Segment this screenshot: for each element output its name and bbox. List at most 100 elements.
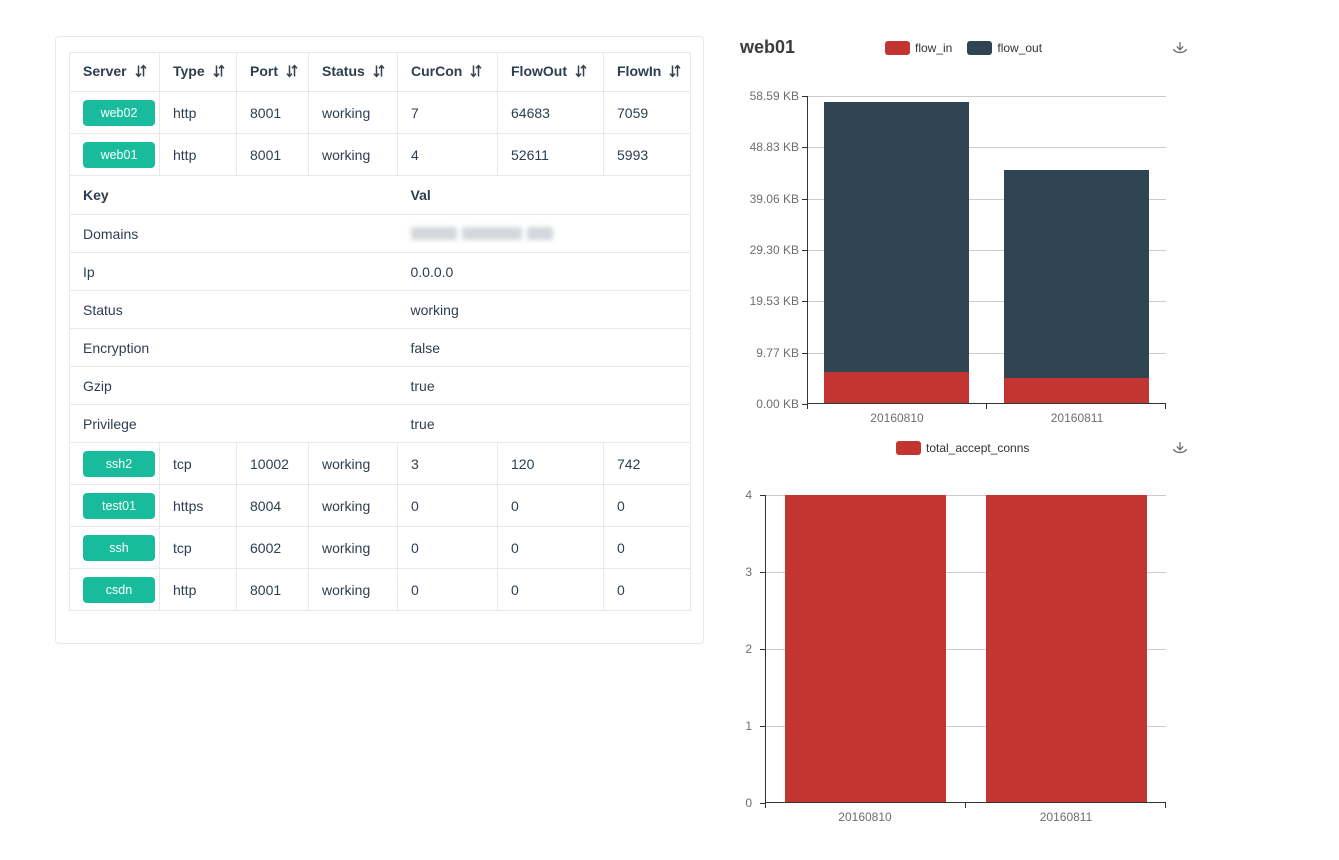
legend-label: flow_in: [915, 41, 953, 55]
column-header-port[interactable]: Port: [236, 52, 309, 92]
sort-icon: [373, 64, 385, 81]
cell-flowin: 0: [603, 484, 691, 527]
x-tick-label: 20160811: [1039, 810, 1093, 824]
server-badge-web01[interactable]: web01: [83, 141, 155, 168]
cell-flowout: 64683: [497, 91, 604, 134]
server-badge-csdn[interactable]: csdn: [83, 576, 155, 603]
server-badge-ssh[interactable]: ssh: [83, 534, 155, 561]
chart1-legend: flow_in flow_out: [885, 41, 1042, 55]
y-tick-label: 19.53 KB: [749, 294, 799, 308]
legend-label: total_accept_conns: [926, 441, 1030, 455]
x-axis-line: [765, 802, 1166, 803]
detail-row: Gzip true: [69, 366, 691, 405]
cell-flowin: 742: [603, 442, 691, 485]
y-tick-label: 39.06 KB: [749, 192, 799, 206]
y-tick-label: 9.77 KB: [756, 346, 799, 360]
column-header-status[interactable]: Status: [308, 52, 398, 92]
sort-icon: [135, 64, 147, 81]
table-row: ssh2 tcp 10002 working 3 120 742: [69, 442, 691, 485]
save-as-image-icon[interactable]: [1171, 40, 1189, 58]
detail-val: [397, 214, 691, 253]
cell-flowout: 0: [497, 568, 604, 611]
cell-flowin: 0: [603, 526, 691, 569]
cell-flowin: 7059: [603, 91, 691, 134]
sort-icon: [213, 64, 225, 81]
cell-status: working: [308, 133, 398, 176]
bar-20160810: [785, 495, 946, 802]
y-tick-label: 4: [745, 488, 752, 502]
y-tick-label: 3: [745, 565, 752, 579]
column-header-flowin[interactable]: FlowIn: [603, 52, 691, 92]
table-row: ssh tcp 6002 working 0 0 0: [69, 526, 691, 569]
table-header-row: Server Type Port Status CurCon FlowOut F…: [69, 52, 691, 92]
detail-key: Gzip: [69, 366, 398, 405]
cell-curcon: 0: [397, 526, 498, 569]
column-header-type[interactable]: Type: [159, 52, 237, 92]
bar-20160810: [824, 102, 969, 403]
domains-masked-value: [410, 227, 691, 240]
sort-icon: [286, 64, 298, 81]
legend-swatch-flow-out: [967, 41, 993, 55]
cell-flowout: 0: [497, 526, 604, 569]
detail-val: false: [397, 328, 691, 367]
legend-item-total-accept-conns[interactable]: total_accept_conns: [896, 441, 1029, 455]
cell-curcon: 0: [397, 568, 498, 611]
cell-status: working: [308, 568, 398, 611]
bar-segment-flow-out: [1004, 170, 1149, 378]
y-tick-label: 0.00 KB: [756, 397, 799, 411]
cell-flowout: 120: [497, 442, 604, 485]
chart2-legend: total_accept_conns: [896, 441, 1029, 455]
server-badge-web02[interactable]: web02: [83, 99, 155, 126]
sort-icon: [669, 64, 681, 81]
y-tick-label: 29.30 KB: [749, 243, 799, 257]
detail-val: 0.0.0.0: [397, 252, 691, 291]
cell-curcon: 0: [397, 484, 498, 527]
column-header-flowout[interactable]: FlowOut: [497, 52, 604, 92]
detail-key: Domains: [69, 214, 398, 253]
y-tick-label: 1: [745, 719, 752, 733]
cell-port: 6002: [236, 526, 309, 569]
y-tick-label: 58.59 KB: [749, 89, 799, 103]
server-badge-test01[interactable]: test01: [83, 492, 155, 519]
x-tick-label: 20160810: [870, 411, 924, 425]
table-row: web01 http 8001 working 4 52611 5993: [69, 133, 691, 176]
column-header-server[interactable]: Server: [69, 52, 160, 92]
column-label: Type: [173, 63, 205, 79]
server-badge-ssh2[interactable]: ssh2: [83, 450, 155, 477]
y-tick-label: 0: [745, 796, 752, 810]
x-tick-label: 20160811: [1050, 411, 1104, 425]
legend-swatch-total-accept-conns: [896, 441, 921, 455]
cell-status: working: [308, 526, 398, 569]
column-header-curcon[interactable]: CurCon: [397, 52, 498, 92]
table-row: web02 http 8001 working 7 64683 7059: [69, 91, 691, 134]
column-label: Server: [83, 63, 127, 79]
detail-key-header: Key: [69, 175, 398, 215]
cell-status: working: [308, 484, 398, 527]
legend-item-flow-out[interactable]: flow_out: [967, 41, 1042, 55]
cell-status: working: [308, 442, 398, 485]
cell-port: 8001: [236, 568, 309, 611]
detail-key: Status: [69, 290, 398, 329]
y-tick-label: 2: [745, 642, 752, 656]
bar-segment-flow-out: [824, 102, 969, 373]
cell-port: 8001: [236, 133, 309, 176]
cell-flowout: 0: [497, 484, 604, 527]
legend-item-flow-in[interactable]: flow_in: [885, 41, 952, 55]
bar-20160811: [986, 495, 1147, 802]
cell-curcon: 3: [397, 442, 498, 485]
column-label: CurCon: [411, 63, 463, 79]
save-as-image-icon[interactable]: [1171, 440, 1189, 458]
column-label: Port: [250, 63, 278, 79]
chart2-plot-area: [760, 495, 1166, 808]
table-row: test01 https 8004 working 0 0 0: [69, 484, 691, 527]
detail-key: Privilege: [69, 404, 398, 443]
sort-icon: [470, 64, 482, 81]
chart1-plot-area: [802, 96, 1166, 409]
cell-type: https: [159, 484, 237, 527]
detail-row: Privilege true: [69, 404, 691, 443]
detail-val: true: [397, 366, 691, 405]
bar-segment-flow-in: [1004, 377, 1149, 403]
y-tick-label: 48.83 KB: [749, 140, 799, 154]
detail-row: Encryption false: [69, 328, 691, 367]
detail-key: Encryption: [69, 328, 398, 367]
